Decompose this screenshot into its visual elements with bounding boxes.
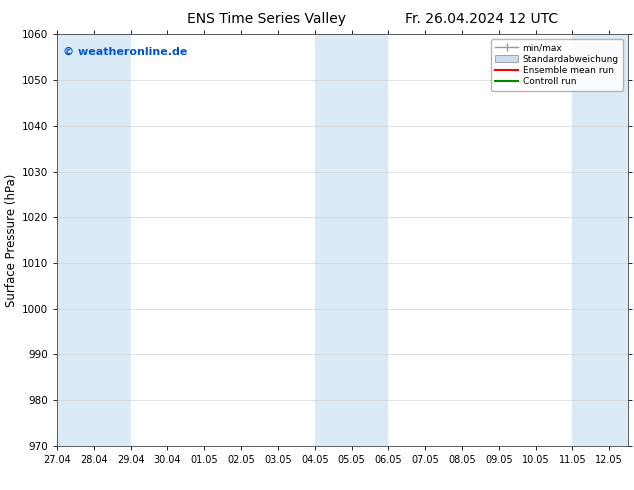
Bar — [57, 34, 131, 446]
Legend: min/max, Standardabweichung, Ensemble mean run, Controll run: min/max, Standardabweichung, Ensemble me… — [491, 39, 623, 91]
Bar — [314, 34, 389, 446]
Text: © weatheronline.de: © weatheronline.de — [63, 47, 187, 57]
Text: Fr. 26.04.2024 12 UTC: Fr. 26.04.2024 12 UTC — [405, 12, 559, 26]
Text: ENS Time Series Valley: ENS Time Series Valley — [187, 12, 346, 26]
Bar — [573, 34, 628, 446]
Y-axis label: Surface Pressure (hPa): Surface Pressure (hPa) — [4, 173, 18, 307]
